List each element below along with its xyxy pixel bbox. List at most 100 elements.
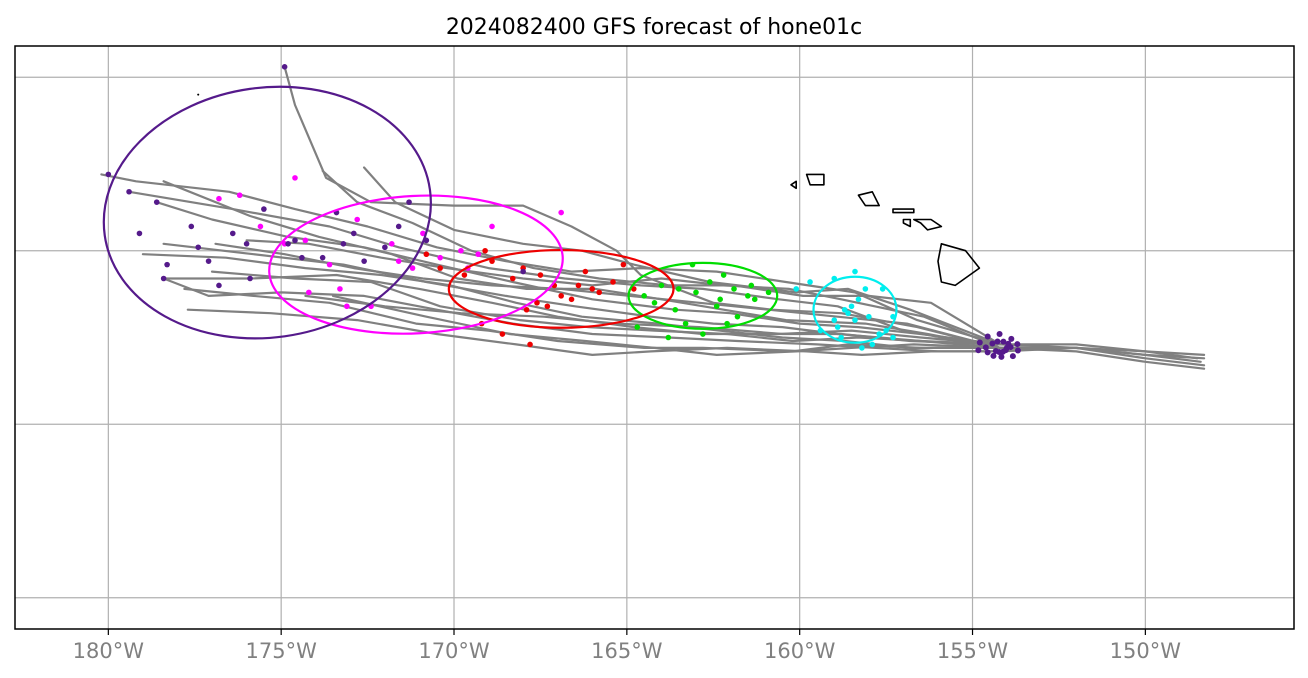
forecast-position-point: [126, 188, 132, 195]
forecast-position-point: [350, 230, 357, 237]
forecast-position-point: [195, 244, 202, 251]
forecast-position-point: [713, 303, 720, 310]
forecast-position-point: [299, 254, 305, 261]
forecast-position-point: [620, 261, 627, 268]
forecast-position-point: [537, 272, 544, 278]
forecast-track-line: [999, 343, 1199, 360]
forecast-position-point: [575, 282, 582, 289]
forecast-position-point: [855, 296, 862, 303]
forecast-position-point: [852, 268, 858, 275]
forecast-position-point: [582, 268, 589, 275]
forecast-position-point: [509, 275, 516, 282]
forecast-position-point: [675, 286, 682, 292]
forecast-position-point: [423, 251, 430, 258]
island-hawaii-coastline: [937, 243, 981, 287]
forecast-position-point: [395, 258, 402, 264]
forecast-position-point: [388, 241, 395, 247]
island-molokai-coastline: [892, 208, 915, 214]
forecast-position-point: [475, 251, 482, 258]
forecast-position-point: [236, 192, 243, 199]
forecast-position-point: [890, 334, 896, 341]
initial-position-point: [984, 333, 991, 340]
initial-position-point: [1008, 335, 1015, 342]
forecast-position-point: [306, 289, 312, 296]
forecast-position-point: [409, 265, 416, 271]
initial-position-point: [1014, 347, 1021, 354]
forecast-position-point: [319, 254, 326, 261]
forecast-position-point: [807, 279, 813, 285]
forecast-position-point: [292, 237, 298, 244]
longitude-tick-labels: 180°W 175°W 170°W 165°W 160°W 155°W 150°W: [73, 629, 1182, 663]
forecast-position-point: [164, 261, 170, 268]
forecast-position-point: [153, 199, 160, 205]
forecast-position-point: [610, 279, 616, 285]
forecast-position-point: [489, 223, 495, 230]
forecast-position-point: [136, 230, 143, 237]
map-frame: [14, 45, 1295, 630]
forecast-position-point: [344, 303, 350, 310]
initial-position-point: [996, 331, 1003, 338]
forecast-position-point: [745, 293, 751, 299]
initial-position-point: [989, 340, 996, 347]
initial-position-point: [994, 338, 1001, 345]
forecast-position-point: [862, 286, 869, 292]
forecast-position-point: [229, 230, 236, 237]
atoll-coastline: [197, 93, 200, 96]
uncertainty-ellipse: [627, 261, 779, 330]
forecast-position-point: [568, 296, 575, 303]
forecast-position-point: [354, 216, 361, 223]
gridlines: [15, 46, 1294, 629]
forecast-position-point: [672, 306, 679, 313]
forecast-position-point: [458, 247, 464, 254]
forecast-position-point: [793, 286, 800, 292]
forecast-position-point: [406, 199, 412, 205]
forecast-position-point: [285, 241, 291, 247]
forecast-position-point: [596, 289, 602, 296]
initial-position-point: [990, 352, 997, 359]
forecast-track-line: [999, 346, 1206, 370]
forecast-position-point: [499, 331, 506, 337]
forecast-position-point: [544, 303, 551, 310]
forecast-position-point: [751, 296, 758, 303]
forecast-position-point: [302, 237, 309, 244]
uncertainty-ellipse: [812, 275, 898, 344]
chart-title: 2024082400 GFS forecast of hone01c: [446, 15, 862, 40]
forecast-position-point: [720, 272, 727, 278]
forecast-position-point: [731, 286, 737, 292]
forecast-position-point: [665, 334, 672, 341]
forecast-position-point: [188, 223, 195, 230]
forecast-position-point: [641, 293, 647, 299]
forecast-position-point: [748, 282, 755, 289]
forecast-position-point: [216, 195, 222, 202]
x-tick-label: 150°W: [1110, 639, 1182, 663]
forecast-track-line: [128, 190, 1002, 349]
initial-position-point: [1000, 338, 1007, 345]
forecast-position-point: [838, 334, 844, 341]
forecast-position-point: [651, 299, 658, 306]
forecast-position-point: [852, 317, 858, 323]
forecast-position-point: [243, 241, 250, 247]
forecast-position-point: [523, 306, 530, 313]
forecast-track-line: [999, 343, 1206, 356]
forecast-position-point: [707, 279, 713, 285]
x-tick-label: 155°W: [937, 639, 1009, 663]
forecast-position-point: [589, 286, 596, 292]
x-tick-label: 165°W: [591, 639, 663, 663]
forecast-position-point: [461, 272, 468, 278]
island-oahu-coastline: [857, 191, 881, 207]
initial-position-point: [1009, 353, 1016, 360]
forecast-position-point: [420, 230, 426, 237]
x-tick-label: 160°W: [764, 639, 836, 663]
forecast-position-point: [292, 175, 298, 181]
initial-position-point: [976, 339, 983, 346]
forecast-position-point: [831, 317, 838, 323]
forecast-track-line: [183, 287, 1002, 353]
forecast-position-point: [658, 282, 665, 289]
forecast-position-point: [869, 341, 876, 348]
forecast-position-point: [765, 289, 772, 296]
forecast-position-point: [257, 223, 264, 230]
x-tick-label: 170°W: [418, 639, 490, 663]
forecast-track-line: [331, 294, 1002, 356]
map-area: [14, 45, 1295, 630]
